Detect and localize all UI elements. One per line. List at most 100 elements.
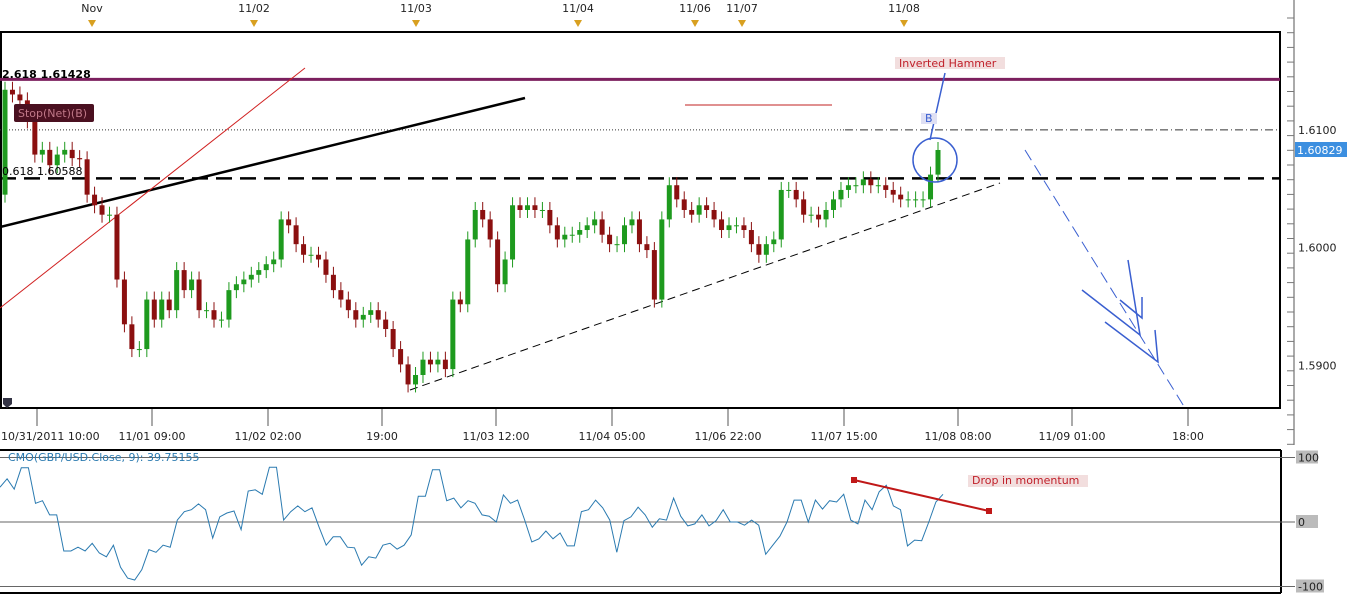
- candle-body: [487, 219, 493, 240]
- candle-body: [323, 259, 329, 275]
- candle-body: [816, 214, 822, 220]
- candle-body: [174, 270, 180, 311]
- candle-body: [293, 225, 299, 245]
- date-marker-icon: [88, 20, 96, 27]
- candle-body: [442, 359, 448, 370]
- price-tick-label: 1.6100: [1298, 124, 1337, 137]
- projection-line: [1024, 149, 1186, 409]
- candle-body: [39, 149, 45, 155]
- candle-body: [368, 310, 374, 315]
- candle-body: [218, 319, 224, 321]
- pointer-arrow: [929, 72, 946, 141]
- top-date-label: 11/08: [888, 2, 920, 15]
- top-date-label: 11/07: [726, 2, 758, 15]
- candle-body: [928, 174, 934, 200]
- candle-body: [801, 199, 807, 215]
- candle-body: [405, 364, 411, 385]
- candle-body: [69, 149, 75, 159]
- candle-body: [913, 199, 919, 201]
- candle-body: [756, 244, 762, 255]
- stop-label: Stop(Net)(B): [18, 107, 87, 120]
- candle-body: [629, 219, 635, 226]
- candle-body: [256, 270, 262, 275]
- candle-body: [622, 225, 628, 245]
- candle-body: [121, 279, 127, 325]
- candle-body: [823, 209, 829, 220]
- candle-body: [480, 209, 486, 220]
- cmo-line: [0, 466, 944, 581]
- candle-body: [502, 259, 508, 285]
- top-date-axis: Nov 11/02 11/03 11/04 11/06 11/07 11/08: [81, 2, 920, 27]
- candle-body: [711, 209, 717, 220]
- candle-body: [651, 250, 657, 300]
- black-trendline: [0, 96, 526, 229]
- time-marker-icon: [3, 398, 12, 408]
- candle-body: [233, 284, 239, 291]
- candle-body: [17, 94, 23, 101]
- candle-body: [644, 244, 650, 251]
- candle-body: [607, 234, 613, 245]
- cmo-panel[interactable]: 100 0 -100: [0, 449, 1324, 594]
- price-tick-label: 1.5900: [1298, 360, 1337, 373]
- candle-body: [2, 89, 8, 195]
- candle-body: [808, 214, 814, 216]
- candle-body: [248, 274, 254, 280]
- candle-body: [189, 279, 195, 291]
- top-date-label: 11/04: [562, 2, 594, 15]
- buy-marker-label: B: [925, 112, 933, 125]
- candle-body: [286, 219, 292, 226]
- date-marker-icon: [412, 20, 420, 27]
- candle-body: [674, 185, 680, 200]
- candle-body: [860, 179, 866, 186]
- candle-body: [510, 205, 516, 260]
- last-price-label: 1.60829: [1297, 144, 1343, 157]
- candle-body: [330, 274, 336, 291]
- candle-body: [450, 299, 456, 370]
- candle-body: [868, 179, 874, 186]
- candle-body: [47, 149, 53, 166]
- candle-body: [696, 205, 702, 215]
- candle-body: [748, 230, 754, 245]
- candle-body: [733, 225, 739, 227]
- cmo-tick-label: 100: [1298, 452, 1319, 465]
- candle-body: [278, 219, 284, 260]
- down-arrow-icon: [1081, 259, 1142, 337]
- date-marker-icon: [250, 20, 258, 27]
- candle-body: [308, 254, 314, 256]
- candle-body: [890, 189, 896, 195]
- candle-body: [338, 290, 344, 300]
- candle-body: [271, 259, 277, 265]
- date-marker-icon: [574, 20, 582, 27]
- highlight-circle: [912, 137, 958, 183]
- price-tick-label: 1.6000: [1298, 242, 1337, 255]
- cmo-title: CMO(GBP/USD.Close, 9): 39.75155: [8, 451, 199, 464]
- buy-marker-box: [921, 113, 937, 124]
- candle-body: [427, 359, 433, 365]
- candle-body: [144, 299, 150, 350]
- candle-body: [136, 349, 142, 351]
- time-tick-label: 11/03 12:00: [463, 430, 530, 443]
- inverted-hammer-box: [895, 57, 1005, 69]
- candle-body: [786, 189, 792, 191]
- price-panel[interactable]: 1.6100 1.6000 1.5900 10/31/2011 10:00 11/01 …: [0, 0, 1337, 445]
- date-marker-icon: [738, 20, 746, 27]
- candle-body: [704, 205, 710, 210]
- cmo-tick-box: [1296, 515, 1318, 528]
- date-marker-icon: [691, 20, 699, 27]
- drop-in-momentum-label: Drop in momentum: [972, 474, 1079, 487]
- candle-body: [62, 149, 68, 155]
- candle-body: [763, 244, 769, 255]
- candle-body: [659, 219, 665, 300]
- inverted-hammer-label: Inverted Hammer: [899, 57, 997, 70]
- candle-body: [838, 189, 844, 200]
- top-date-label: 11/02: [238, 2, 270, 15]
- candle-body: [599, 219, 605, 235]
- trendline-handle: [851, 477, 857, 483]
- candle-body: [99, 205, 105, 215]
- candle-body: [151, 299, 157, 320]
- candle-body: [315, 254, 321, 260]
- time-tick-label: 11/08 08:00: [925, 430, 992, 443]
- candle-body: [92, 194, 98, 206]
- candle-body: [853, 185, 859, 187]
